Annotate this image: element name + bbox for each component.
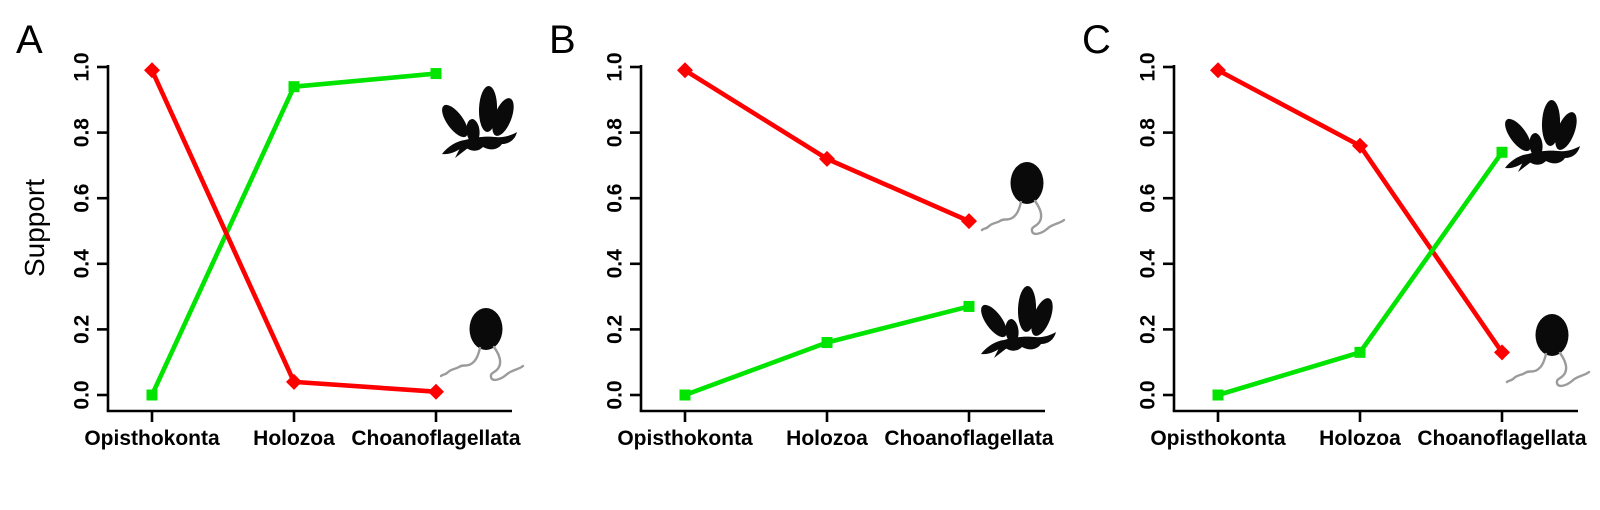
green-series-marker — [430, 68, 442, 80]
x-category-label: Choanoflagellata — [1417, 427, 1587, 450]
y-tick-label: 0.6 — [71, 184, 94, 213]
red-series-marker — [1352, 137, 1368, 154]
panel-b: B 0.0 0.2 0.4 0.6 0.8 1.0 Opisthokonta Holozoa C… — [533, 0, 1066, 510]
colony-icon — [1500, 99, 1582, 172]
y-tick-label: 0.4 — [1137, 249, 1160, 279]
red-series-marker — [677, 62, 693, 79]
green-series-line — [149, 71, 439, 398]
green-series-marker — [146, 389, 158, 401]
x-category-label: Choanoflagellata — [884, 427, 1054, 450]
y-tick-label: 1.0 — [604, 52, 627, 81]
y-tick-label: 0.8 — [604, 118, 627, 148]
green-series-marker — [1496, 146, 1508, 158]
red-series-line — [149, 67, 439, 395]
choanoflagellate-icon — [1505, 312, 1591, 388]
green-series-marker — [1212, 389, 1224, 401]
panel-a: A Support 0.0 0.2 0.4 0.6 0.8 1.0 Opisthokonta… — [0, 0, 533, 510]
y-tick-label: 0.8 — [1137, 118, 1160, 148]
red-series-marker — [144, 62, 160, 79]
panel-c: C 0.0 0.2 0.4 0.6 0.8 1.0 Opisthokonta Holozoa C… — [1066, 0, 1600, 510]
green-series-marker — [963, 300, 975, 312]
y-tick-label: 0.4 — [604, 249, 627, 279]
green-series-marker — [679, 389, 691, 401]
y-tick-label: 0.0 — [604, 380, 627, 409]
x-category-label: Holozoa — [1319, 427, 1401, 450]
x-category-label: Opisthokonta — [84, 427, 220, 450]
y-tick-label: 0.0 — [71, 380, 94, 409]
y-tick-label: 1.0 — [71, 52, 94, 81]
y-tick-label: 0.2 — [604, 315, 627, 344]
green-series-line — [682, 304, 972, 398]
x-category-label: Opisthokonta — [1150, 427, 1286, 450]
chart-panel-c: 0.0 0.2 0.4 0.6 0.8 1.0 Opisthokonta Holozoa Cho… — [1137, 52, 1591, 450]
x-category-label: Holozoa — [786, 427, 868, 450]
y-tick-label: 0.6 — [1137, 184, 1160, 213]
colony-icon — [437, 85, 519, 158]
red-series-marker — [286, 373, 302, 390]
x-category-label: Choanoflagellata — [351, 427, 521, 450]
x-category-label: Opisthokonta — [617, 427, 753, 450]
y-tick-label: 1.0 — [1137, 52, 1160, 81]
y-tick-label: 0.4 — [71, 249, 94, 279]
red-series-marker — [819, 150, 835, 167]
y-tick-label: 0.0 — [1137, 380, 1160, 409]
choanoflagellate-icon — [980, 160, 1066, 236]
chart-panel-a: 0.0 0.2 0.4 0.6 0.8 1.0 Opisthokonta Holozoa Cho… — [71, 52, 525, 450]
chart-panel-b: 0.0 0.2 0.4 0.6 0.8 1.0 Opisthokonta Holozoa Cho… — [604, 52, 1066, 450]
x-category-label: Holozoa — [253, 427, 335, 450]
red-series-line — [682, 67, 972, 224]
panel-letter-b: B — [549, 18, 576, 62]
y-tick-label: 0.6 — [604, 184, 627, 213]
red-series-marker — [428, 383, 444, 400]
y-tick-label: 0.2 — [1137, 315, 1160, 344]
green-series-line — [1215, 149, 1505, 398]
y-tick-label: 0.8 — [71, 118, 94, 148]
red-series-marker — [1210, 62, 1226, 79]
panel-letter-a: A — [16, 18, 43, 62]
panel-letter-c: C — [1082, 18, 1111, 62]
red-series-marker — [1494, 344, 1510, 361]
y-tick-label: 0.2 — [71, 315, 94, 344]
colony-icon — [976, 285, 1058, 358]
green-series-marker — [821, 337, 833, 349]
green-series-marker — [288, 81, 300, 93]
choanoflagellate-icon — [439, 306, 525, 382]
red-series-marker — [961, 213, 977, 230]
green-series-marker — [1354, 346, 1366, 358]
